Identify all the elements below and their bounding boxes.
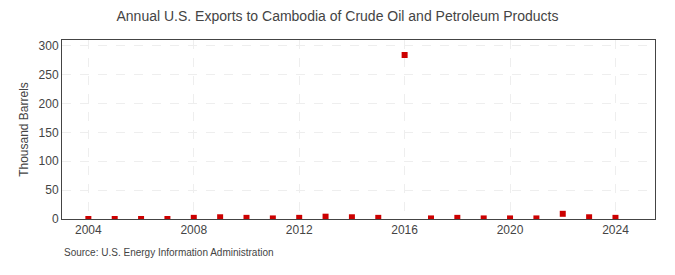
svg-text:Thousand Barrels: Thousand Barrels [17,82,31,177]
svg-text:200: 200 [39,97,59,111]
svg-text:0: 0 [52,212,59,226]
svg-text:2020: 2020 [497,223,524,237]
svg-text:250: 250 [39,68,59,82]
svg-text:100: 100 [39,154,59,168]
svg-text:2004: 2004 [75,223,102,237]
svg-text:2008: 2008 [180,223,207,237]
svg-text:300: 300 [39,39,59,53]
svg-text:Source: U.S. Energy Informatio: Source: U.S. Energy Information Administ… [64,247,274,258]
svg-text:2024: 2024 [602,223,629,237]
svg-text:2012: 2012 [286,223,313,237]
svg-text:150: 150 [39,126,59,140]
svg-text:50: 50 [45,183,59,197]
svg-text:2016: 2016 [391,223,418,237]
svg-text:Annual U.S. Exports to Cambodi: Annual U.S. Exports to Cambodia of Crude… [117,8,559,24]
